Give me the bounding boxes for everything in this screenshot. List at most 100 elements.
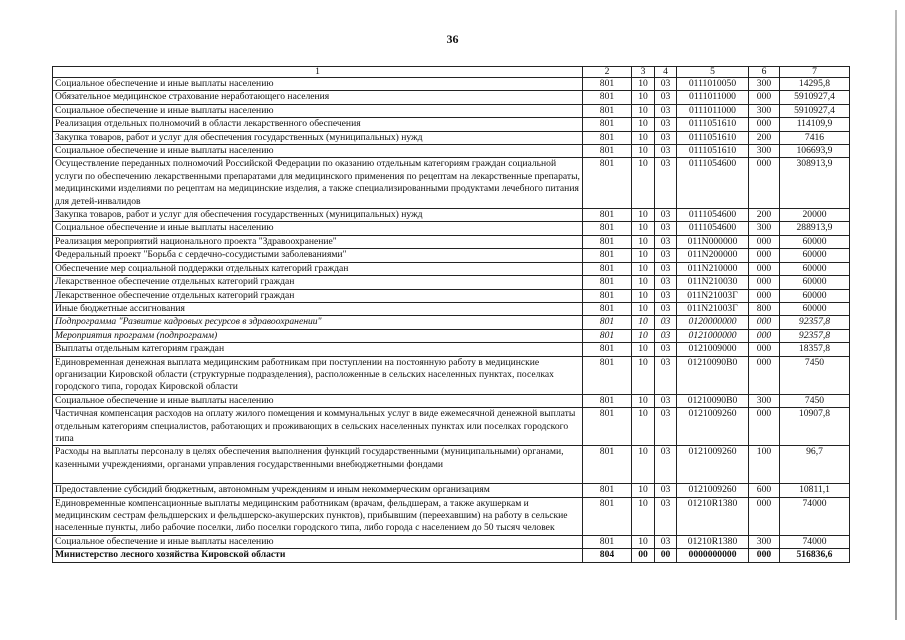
cell-col-4: 03 — [654, 393, 677, 409]
column-header: 7 — [779, 66, 850, 78]
cell-col-2: 801 — [582, 496, 632, 536]
table-row: Предоставление субсидий бюджетным, автон… — [52, 483, 850, 498]
table-row: Социальное обеспечение и иные выплаты на… — [52, 76, 850, 92]
cell-col-3: 10 — [631, 301, 655, 317]
row-description: Социальное обеспечение и иные выплаты на… — [52, 76, 583, 92]
cell-col-4: 03 — [654, 130, 677, 146]
cell-col-5: 0121009260 — [676, 483, 749, 498]
cell-col-3: 10 — [631, 144, 655, 159]
cell-col-3: 10 — [631, 275, 655, 290]
row-description: Обязательное медицинское страхование нер… — [52, 90, 583, 105]
cell-col-7: 60000 — [779, 234, 850, 250]
cell-col-4: 03 — [654, 483, 677, 498]
cell-col-3: 10 — [631, 90, 655, 105]
cell-col-2: 801 — [582, 117, 632, 132]
cell-col-6: 000 — [748, 328, 780, 344]
row-description: Реализация мероприятий национального про… — [52, 234, 583, 250]
cell-col-7: 92357,8 — [779, 328, 850, 344]
cell-col-4: 03 — [654, 76, 677, 92]
cell-col-5: 011N210000 — [676, 261, 749, 277]
cell-col-6: 100 — [748, 445, 780, 485]
cell-col-4: 03 — [654, 103, 677, 119]
table-row: Министерство лесного хозяйства Кировской… — [52, 548, 850, 563]
column-header: 2 — [582, 66, 632, 78]
cell-col-4: 00 — [654, 548, 677, 563]
cell-col-6: 000 — [748, 548, 780, 563]
cell-col-7: 114109,9 — [779, 117, 850, 132]
cell-col-4: 03 — [654, 407, 677, 447]
cell-col-3: 00 — [631, 548, 655, 563]
cell-col-2: 801 — [582, 315, 632, 330]
cell-col-6: 000 — [748, 261, 780, 277]
cell-col-4: 03 — [654, 90, 677, 105]
table-row: Социальное обеспечение и иные выплаты на… — [52, 144, 850, 159]
cell-col-7: 60000 — [779, 261, 850, 277]
cell-col-6: 000 — [748, 315, 780, 330]
table-row: Лекарственное обеспечение отдельных кате… — [52, 288, 850, 303]
cell-col-5: 0121009260 — [676, 407, 749, 447]
cell-col-4: 03 — [654, 445, 677, 485]
cell-col-3: 10 — [631, 315, 655, 330]
cell-col-3: 10 — [631, 534, 655, 550]
table-row: Осуществление переданных полномочий Росс… — [52, 157, 850, 210]
column-header: 4 — [654, 66, 677, 78]
cell-col-7: 10907,8 — [779, 407, 850, 447]
table-row: Иные бюджетные ассигнования 801 10 03 011N21… — [52, 301, 850, 317]
cell-col-3: 10 — [631, 221, 655, 236]
cell-col-5: 0111051610 — [676, 117, 749, 132]
cell-col-3: 10 — [631, 393, 655, 409]
cell-col-6: 300 — [748, 534, 780, 550]
table-row: Лекарственное обеспечение отдельных кате… — [52, 275, 850, 290]
cell-col-6: 300 — [748, 144, 780, 159]
cell-col-4: 03 — [654, 144, 677, 159]
table-row: Единовременные компенсационные выплаты м… — [52, 496, 850, 536]
table-row: Частичная компенсация расходов на оплату… — [52, 407, 850, 447]
cell-col-2: 801 — [582, 144, 632, 159]
cell-col-3: 10 — [631, 117, 655, 132]
table-row: Социальное обеспечение и иные выплаты на… — [52, 221, 850, 236]
cell-col-5: 0111011000 — [676, 90, 749, 105]
cell-col-5: 0111010050 — [676, 76, 749, 92]
cell-col-6: 000 — [748, 342, 780, 357]
cell-col-3: 10 — [631, 248, 655, 263]
cell-col-4: 03 — [654, 157, 677, 210]
cell-col-3: 10 — [631, 157, 655, 210]
row-description: Расходы на выплаты персоналу в целях обе… — [52, 445, 583, 485]
cell-col-3: 10 — [631, 483, 655, 498]
cell-col-5: 011N000000 — [676, 234, 749, 250]
cell-col-7: 96,7 — [779, 445, 850, 485]
cell-col-7: 7416 — [779, 130, 850, 146]
cell-col-6: 000 — [748, 234, 780, 250]
cell-col-6: 200 — [748, 208, 780, 223]
cell-col-2: 801 — [582, 301, 632, 317]
cell-col-6: 000 — [748, 407, 780, 447]
cell-col-4: 03 — [654, 117, 677, 132]
row-description: Частичная компенсация расходов на оплату… — [52, 407, 583, 447]
row-description: Иные бюджетные ассигнования — [52, 301, 583, 317]
table-row: Социальное обеспечение и иные выплаты на… — [52, 103, 850, 119]
cell-col-2: 801 — [582, 130, 632, 146]
cell-col-5: 011N21003Г — [676, 301, 749, 317]
cell-col-2: 801 — [582, 261, 632, 277]
cell-col-2: 801 — [582, 103, 632, 119]
row-description: Социальное обеспечение и иные выплаты на… — [52, 103, 583, 119]
cell-col-7: 10811,1 — [779, 483, 850, 498]
cell-col-2: 801 — [582, 534, 632, 550]
cell-col-7: 60000 — [779, 301, 850, 317]
cell-col-5: 01210R1380 — [676, 534, 749, 550]
table-row: Реализация отдельных полномочий в област… — [52, 117, 850, 132]
table-row: Социальное обеспечение и иные выплаты на… — [52, 393, 850, 409]
cell-col-7: 60000 — [779, 288, 850, 303]
cell-col-6: 000 — [748, 157, 780, 210]
cell-col-3: 10 — [631, 328, 655, 344]
cell-col-3: 10 — [631, 130, 655, 146]
table-row: Выплаты отдельным категориям граждан 801 1… — [52, 342, 850, 357]
cell-col-3: 10 — [631, 76, 655, 92]
cell-col-2: 801 — [582, 76, 632, 92]
cell-col-2: 801 — [582, 275, 632, 290]
row-description: Реализация отдельных полномочий в област… — [52, 117, 583, 132]
cell-col-7: 308913,9 — [779, 157, 850, 210]
cell-col-4: 03 — [654, 248, 677, 263]
cell-col-7: 106693,9 — [779, 144, 850, 159]
